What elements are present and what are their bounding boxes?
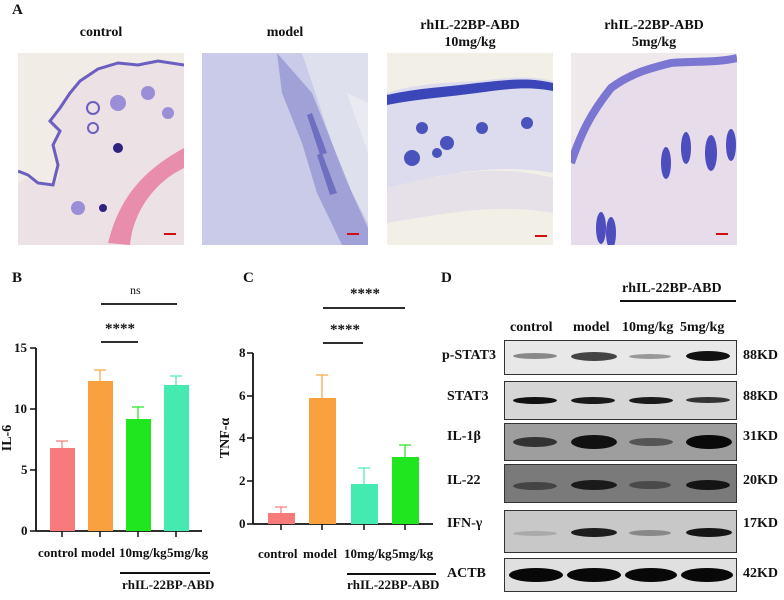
il6-bar-chart — [30, 303, 210, 574]
x-label-10mg: 10mg/kg — [344, 546, 392, 561]
sig-label-bottom: **** — [330, 322, 360, 338]
blot-label-ifng: IFN-γ — [447, 516, 483, 531]
histology-image-10mg — [387, 53, 553, 245]
blot-size-actb: 42KD — [743, 566, 778, 581]
blot-il1b — [504, 423, 737, 461]
histology-title-5mg: rhIL-22BP-ABD 5mg/kg — [571, 17, 737, 51]
il6-chart: ns **** 15 10 5 0 IL-6 control model 10m… — [0, 270, 230, 595]
x-label-control: control — [258, 546, 298, 561]
blot-size-il22: 20KD — [743, 473, 778, 488]
lane-label-model: model — [573, 320, 610, 335]
y-tick-0: 0 — [239, 516, 246, 531]
histology-image-control — [18, 53, 184, 245]
sig-label-ns: ns — [130, 283, 141, 297]
histology-title-10mg: rhIL-22BP-ABD 10mg/kg — [387, 17, 553, 51]
blot-label-pstat3: p-STAT3 — [442, 348, 496, 363]
y-tick-0: 0 — [21, 523, 28, 538]
title-line-2: 5mg/kg — [631, 35, 677, 50]
blot-pstat3 — [504, 340, 737, 375]
sig-label-stars: **** — [105, 321, 135, 337]
title-line-1: rhIL-22BP-ABD — [420, 18, 520, 33]
panel-c-label: C — [243, 270, 254, 286]
x-label-model: model — [303, 546, 337, 561]
title-line-2: 10mg/kg — [444, 35, 496, 50]
sig-label-top: **** — [350, 286, 380, 302]
y-tick-2: 2 — [239, 473, 246, 488]
y-axis-label: TNF-α — [218, 417, 234, 459]
y-tick-15: 15 — [14, 340, 27, 355]
blot-label-actb: ACTB — [447, 566, 486, 581]
histology-image-model — [202, 53, 368, 245]
y-tick-8: 8 — [239, 345, 246, 360]
y-tick-4: 4 — [239, 430, 246, 445]
y-tick-6: 6 — [239, 388, 246, 403]
panel-b-label: B — [12, 270, 23, 286]
panel-d-label: D — [441, 270, 452, 286]
blot-size-pstat3: 88KD — [743, 348, 778, 363]
blot-label-il22: IL-22 — [447, 473, 481, 488]
blot-size-stat3: 88KD — [743, 389, 778, 404]
histology-image-5mg — [571, 53, 737, 245]
blot-label-stat3: STAT3 — [447, 389, 489, 404]
lane-label-5mg: 5mg/kg — [680, 320, 725, 335]
blot-ifng — [504, 510, 737, 553]
panel-a-label: A — [12, 2, 23, 18]
blot-actb — [504, 558, 737, 592]
group-label: rhIL-22BP-ABD — [347, 577, 440, 592]
y-tick-10: 10 — [14, 401, 27, 416]
group-label: rhIL-22BP-ABD — [122, 577, 215, 592]
x-label-5mg: 5mg/kg — [167, 545, 209, 560]
blot-size-ifng: 17KD — [743, 516, 778, 531]
western-group-underline — [620, 300, 736, 302]
y-tick-5: 5 — [21, 462, 28, 477]
lane-label-10mg: 10mg/kg — [622, 320, 674, 335]
histology-title-control: control — [79, 25, 123, 40]
y-axis-label: IL-6 — [0, 424, 16, 452]
lane-label-control: control — [510, 320, 553, 335]
tnf-chart: **** **** 8 6 4 2 0 TNF-α control model … — [218, 270, 445, 595]
tnf-bar-chart — [247, 307, 436, 575]
x-label-5mg: 5mg/kg — [392, 546, 434, 561]
x-label-control: control — [38, 545, 78, 560]
title-line-1: rhIL-22BP-ABD — [604, 18, 704, 33]
blot-label-il1b: IL-1β — [447, 429, 481, 444]
western-group-label: rhIL-22BP-ABD — [622, 281, 722, 296]
blot-il22 — [504, 464, 737, 503]
blot-size-il1b: 31KD — [743, 429, 778, 444]
blot-stat3 — [504, 381, 737, 420]
x-label-model: model — [81, 545, 115, 560]
histology-title-model: model — [266, 25, 304, 40]
x-label-10mg: 10mg/kg — [119, 545, 167, 560]
